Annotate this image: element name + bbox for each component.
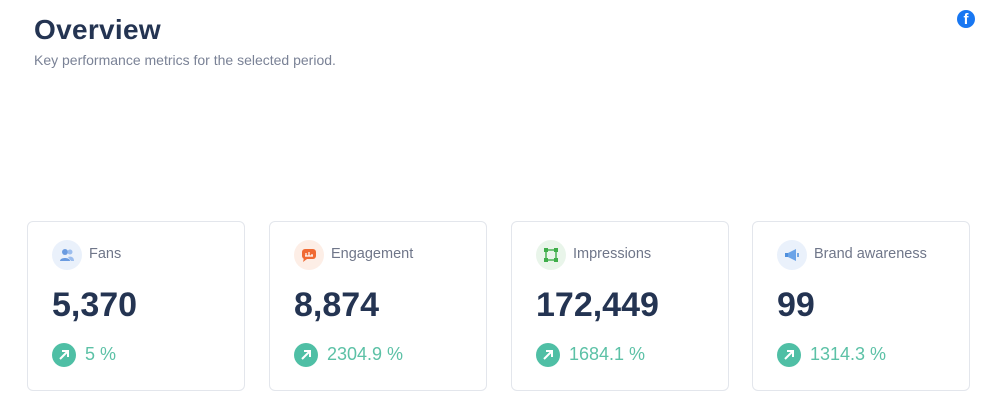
metric-card-engagement: Engagement 8,874 2304.9 % bbox=[269, 221, 487, 391]
metric-label: Impressions bbox=[573, 246, 652, 262]
page-subtitle: Key performance metrics for the selected… bbox=[34, 52, 336, 68]
page-title: Overview bbox=[34, 14, 161, 45]
metric-label: Brand awareness bbox=[814, 246, 927, 262]
metric-card-fans: Fans 5,370 5 % bbox=[27, 221, 245, 391]
metric-change: 1314.3 % bbox=[810, 344, 887, 364]
metric-label: Fans bbox=[89, 246, 122, 262]
metric-change: 5 % bbox=[85, 344, 117, 364]
facebook-icon[interactable]: f bbox=[957, 10, 975, 28]
metric-label: Engagement bbox=[331, 246, 414, 262]
metric-value: 99 bbox=[777, 286, 815, 324]
arrow-up-right-icon bbox=[536, 343, 560, 367]
metric-change: 2304.9 % bbox=[327, 344, 404, 364]
frame-icon bbox=[536, 240, 566, 270]
metric-value: 5,370 bbox=[52, 286, 138, 324]
metric-card-brand-awareness: Brand awareness 99 1314.3 % bbox=[752, 221, 970, 391]
metric-value: 172,449 bbox=[536, 286, 659, 324]
chat-bubble-icon bbox=[294, 240, 324, 270]
users-icon bbox=[52, 240, 82, 270]
metric-card-impressions: Impressions 172,449 1684.1 % bbox=[511, 221, 729, 391]
metric-change: 1684.1 % bbox=[569, 344, 646, 364]
arrow-up-right-icon bbox=[777, 343, 801, 367]
arrow-up-right-icon bbox=[52, 343, 76, 367]
metric-value: 8,874 bbox=[294, 286, 380, 324]
megaphone-icon bbox=[777, 240, 807, 270]
arrow-up-right-icon bbox=[294, 343, 318, 367]
